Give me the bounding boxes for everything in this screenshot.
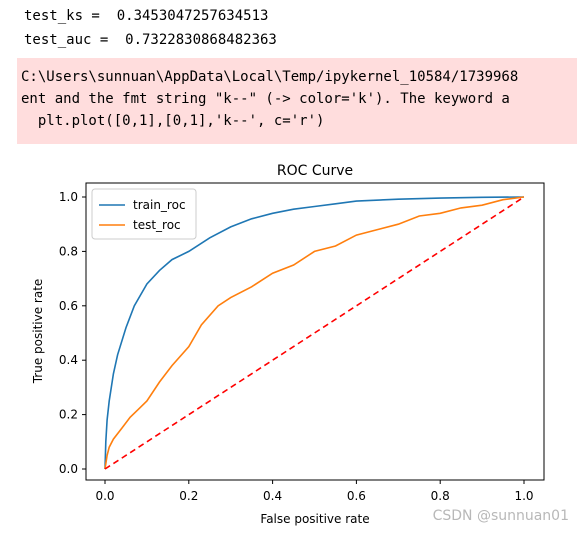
test-roc-line bbox=[104, 196, 525, 470]
x-tick-label: 0.8 bbox=[431, 489, 450, 503]
legend-label: test_roc bbox=[133, 218, 181, 232]
warning-line-2: ent and the fmt string "k--" (-> color='… bbox=[21, 91, 510, 107]
warning-line-1: C:\Users\sunnuan\AppData\Local\Temp/ipyk… bbox=[21, 69, 519, 85]
y-tick-label: 0.6 bbox=[59, 299, 78, 313]
x-tick-label: 0.4 bbox=[263, 489, 282, 503]
warning-output: C:\Users\sunnuan\AppData\Local\Temp/ipyk… bbox=[17, 58, 577, 144]
y-axis-label: True positive rate bbox=[31, 279, 45, 385]
x-axis-label: False positive rate bbox=[260, 512, 369, 526]
x-tick-label: 0.0 bbox=[95, 489, 114, 503]
legend-label: train_roc bbox=[133, 198, 186, 212]
cell-output: test_ks = 0.3453047257634513 test_auc = 0… bbox=[24, 4, 277, 52]
legend: train_roc test_roc bbox=[91, 188, 197, 240]
chart-title: ROC Curve bbox=[277, 163, 353, 179]
plot-frame bbox=[85, 182, 545, 481]
x-tick-label: 1.0 bbox=[514, 489, 533, 503]
test-auc-line: test_auc = 0.7322830868482363 bbox=[24, 32, 277, 48]
warning-line-3: plt.plot([0,1],[0,1],'k--', c='r') bbox=[21, 113, 325, 129]
y-tick-label: 0.0 bbox=[59, 462, 78, 476]
x-tick-label: 0.6 bbox=[347, 489, 366, 503]
watermark: CSDN @sunnuan01 bbox=[432, 508, 569, 524]
diagonal-reference-line bbox=[104, 196, 525, 470]
train-roc-line bbox=[104, 196, 525, 470]
test-ks-line: test_ks = 0.3453047257634513 bbox=[24, 8, 269, 24]
y-tick-label: 1.0 bbox=[59, 190, 78, 204]
legend-box bbox=[91, 188, 197, 240]
y-tick-label: 0.8 bbox=[59, 244, 78, 258]
y-tick-label: 0.2 bbox=[59, 408, 78, 422]
x-tick-label: 0.2 bbox=[179, 489, 198, 503]
roc-chart: ROC Curve False positive rate True posit… bbox=[31, 163, 545, 526]
y-tick-label: 0.4 bbox=[59, 353, 78, 367]
